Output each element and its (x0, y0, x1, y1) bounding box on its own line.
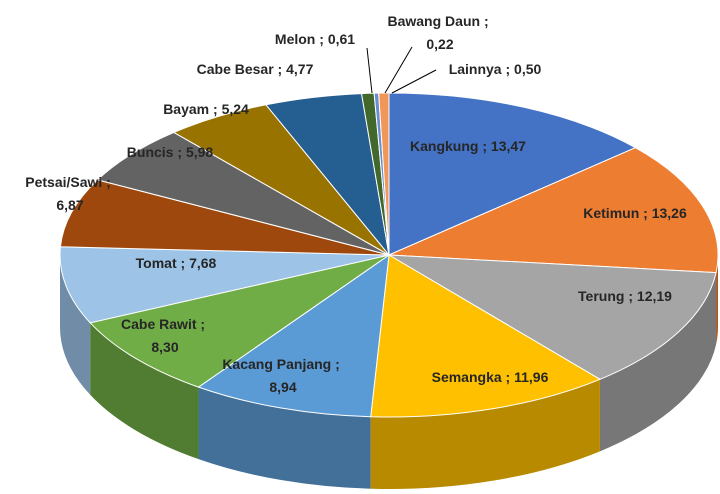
value-label: 5,98 (186, 144, 213, 160)
category-name: Petsai/Sawi (25, 174, 102, 190)
category-name: Cabe Rawit (121, 316, 197, 332)
slice (388, 147, 719, 274)
category-name: Kangkung (410, 138, 478, 154)
leader-line (391, 69, 437, 94)
data-label: Terung ; 12,19 (578, 288, 672, 304)
slice (59, 246, 390, 324)
category-name: Lainnya (449, 61, 502, 77)
slice (89, 254, 390, 388)
category-name: Ketimun (583, 205, 639, 221)
separator: ; (480, 13, 492, 29)
value-label: 0,61 (328, 31, 355, 47)
value-label: 13,26 (652, 205, 687, 221)
data-label: Semangka ; 11,96 (432, 369, 549, 385)
category-name: Melon (275, 31, 315, 47)
slice (388, 92, 637, 256)
slice (370, 254, 602, 418)
separator: ; (197, 316, 209, 332)
category-name: Terung (578, 288, 624, 304)
leader-line (384, 46, 413, 94)
value-label: 7,68 (189, 255, 216, 271)
slice (378, 92, 390, 256)
category-name: Buncis (127, 144, 174, 160)
category-name: Tomat (136, 255, 177, 271)
value-label: 11,96 (514, 369, 548, 385)
data-label: Kangkung ; 13,47 (410, 138, 526, 154)
slice-side (599, 272, 717, 452)
data-label: Bawang Daun ; 0,22 (387, 13, 492, 52)
value-label: 8,30 (151, 339, 178, 355)
leader-line (366, 47, 373, 94)
slice (96, 131, 390, 256)
separator: ; (177, 255, 189, 271)
separator: ; (624, 288, 636, 304)
separator: ; (173, 144, 185, 160)
value-label: 0,22 (426, 36, 453, 52)
data-label: Melon ; 0,61 (275, 31, 355, 47)
data-label: Bayam ; 5,24 (163, 101, 249, 117)
separator: ; (274, 61, 286, 77)
data-label: Kacang Panjang ; 8,94 (222, 356, 343, 395)
value-label: 5,24 (222, 101, 249, 117)
value-label: 12,19 (637, 288, 672, 304)
separator: ; (502, 369, 514, 385)
value-label: 8,94 (269, 379, 296, 395)
slice-side (90, 322, 199, 460)
data-label: Petsai/Sawi ; 6,87 (25, 174, 115, 213)
separator: ; (502, 61, 514, 77)
data-label: Ketimun ; 13,26 (583, 205, 687, 221)
slice (59, 179, 390, 256)
value-label: 0,50 (514, 61, 541, 77)
category-name: Bayam (163, 101, 209, 117)
category-name: Semangka (432, 369, 502, 385)
category-name: Bawang Daun (387, 13, 480, 29)
slice (197, 253, 390, 418)
value-label: 6,87 (56, 197, 83, 213)
category-name: Kacang Panjang (222, 356, 331, 372)
slice-side (198, 387, 371, 489)
data-label: Cabe Rawit ; 8,30 (121, 316, 209, 355)
separator: ; (102, 174, 114, 190)
data-label: Buncis ; 5,98 (127, 144, 214, 160)
data-label: Lainnya ; 0,50 (449, 61, 542, 77)
separator: ; (209, 101, 221, 117)
slice (388, 254, 717, 380)
slice-side (716, 255, 718, 345)
value-label: 4,77 (286, 61, 313, 77)
separator: ; (639, 205, 651, 221)
value-label: 13,47 (491, 138, 526, 154)
data-label: Tomat ; 7,68 (136, 255, 217, 271)
data-label: Cabe Besar ; 4,77 (197, 61, 314, 77)
category-name: Cabe Besar (197, 61, 275, 77)
separator: ; (478, 138, 490, 154)
separator: ; (315, 31, 327, 47)
slice-side (370, 379, 600, 490)
separator: ; (331, 356, 343, 372)
